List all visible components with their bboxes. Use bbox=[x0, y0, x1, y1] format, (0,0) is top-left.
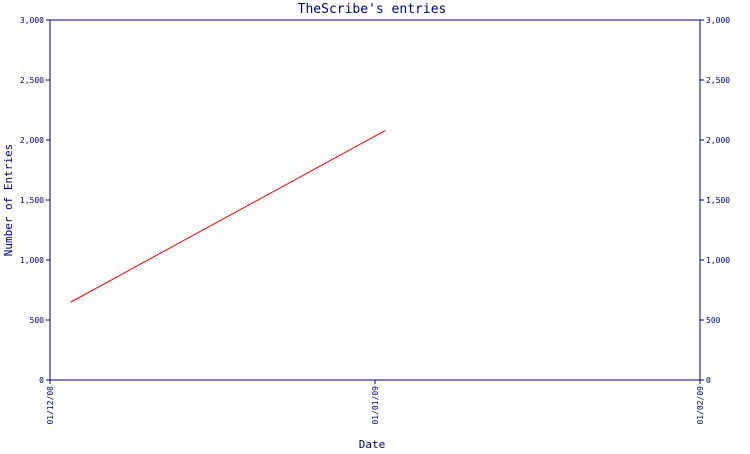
y-tick-label-right: 500 bbox=[706, 316, 721, 325]
y-tick-label-left: 500 bbox=[30, 316, 45, 325]
series-line bbox=[70, 129, 386, 303]
y-tick-label-left: 2,000 bbox=[20, 136, 44, 145]
x-tick-label: 01/12/08 bbox=[46, 386, 55, 425]
x-tick-label: 01/02/09 bbox=[696, 386, 705, 425]
y-tick-label-right: 0 bbox=[706, 376, 711, 385]
axes bbox=[49, 19, 701, 381]
series bbox=[70, 129, 386, 303]
y-tick-label-left: 3,000 bbox=[20, 16, 44, 25]
plot-frame bbox=[49, 19, 701, 381]
y-tick-label-right: 2,500 bbox=[706, 76, 730, 85]
y-tick-label-right: 1,500 bbox=[706, 196, 730, 205]
y-tick-label-right: 2,000 bbox=[706, 136, 730, 145]
x-tick-label: 01/01/09 bbox=[371, 386, 380, 425]
y-tick-label-right: 1,000 bbox=[706, 256, 730, 265]
y-tick-label-left: 2,500 bbox=[20, 76, 44, 85]
chart-title: TheScribe's entries bbox=[298, 2, 447, 17]
y-tick-label-left: 0 bbox=[39, 376, 44, 385]
y-tick-label-right: 3,000 bbox=[706, 16, 730, 25]
y-axis-label: Number of Entries bbox=[2, 144, 15, 257]
y-tick-label-left: 1,000 bbox=[20, 256, 44, 265]
ticks: 0 0 500 500 1,000 1,000 1,500 1,500 2,000 2,000 2,… bbox=[20, 16, 730, 425]
x-axis-label: Date bbox=[359, 438, 386, 450]
y-tick-label-left: 1,500 bbox=[20, 196, 44, 205]
